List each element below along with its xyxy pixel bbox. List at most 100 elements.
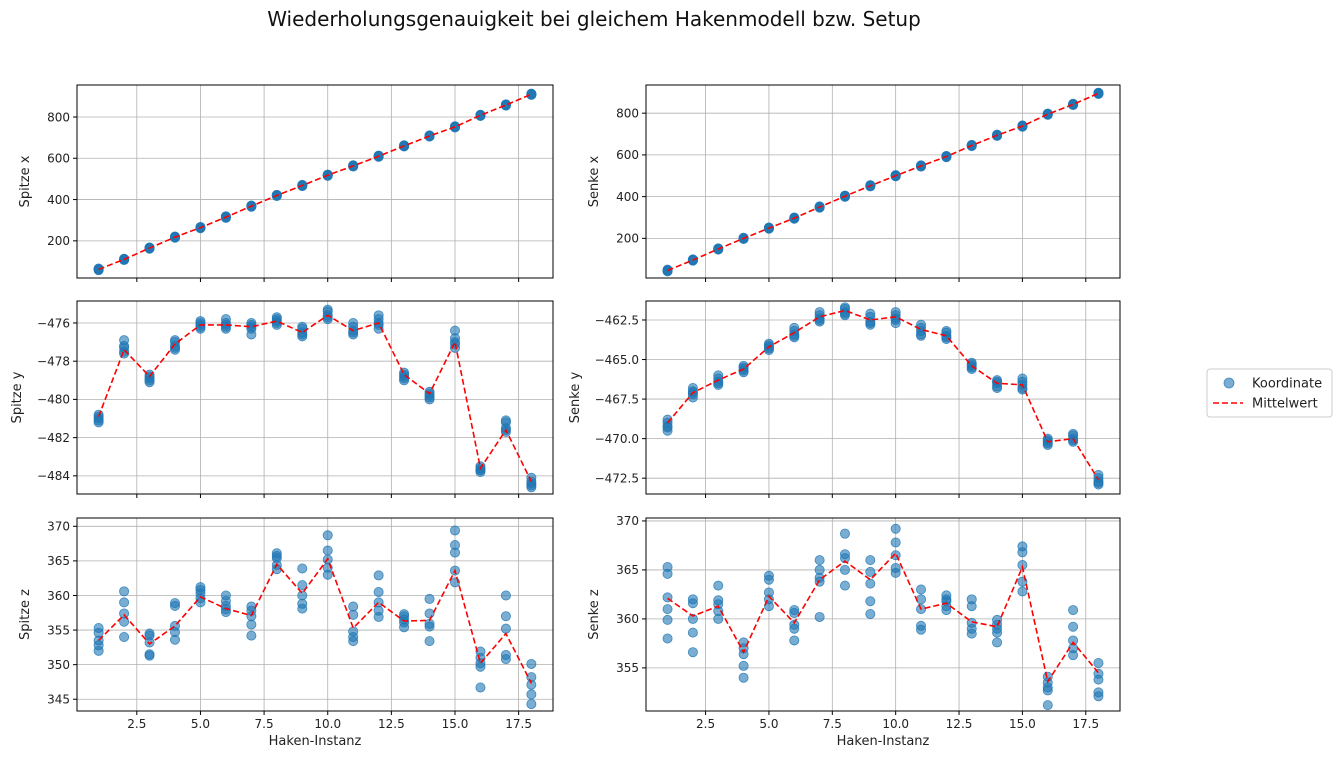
y-tick-label: 800	[47, 110, 70, 124]
subplot-senke-y: −472.5 −470.0 −467.5 −465.0 −462.5 Senke y	[568, 300, 1121, 498]
scatter-point	[119, 608, 130, 619]
scatter-point	[246, 630, 257, 641]
x-tick-label: 2.5	[127, 717, 146, 731]
axes-frame	[76, 300, 554, 495]
scatter-point	[814, 564, 825, 575]
y-tick-label: −478	[37, 354, 70, 368]
scatter-point	[865, 318, 876, 329]
scatter-point	[1093, 687, 1104, 698]
scatter-point	[475, 465, 486, 476]
scatter-point	[119, 631, 130, 642]
y-axis-label: Spitze z	[18, 589, 33, 640]
y-tick-label: 370	[47, 520, 70, 534]
x-axis-label: Haken-Instanz	[269, 734, 362, 749]
x-tick-label: 5.0	[191, 717, 210, 731]
scatter-point	[322, 530, 333, 541]
scatter-point	[119, 335, 130, 346]
x-tick-label: 10.0	[882, 717, 909, 731]
scatter-point	[169, 342, 180, 353]
x-tick-label: 12.5	[378, 717, 405, 731]
scatter-point	[220, 321, 231, 332]
scatter-point	[449, 539, 460, 550]
scatter-point	[916, 594, 927, 605]
scatter-point	[916, 584, 927, 595]
axes-frame	[76, 84, 554, 279]
scatter-point	[865, 596, 876, 607]
scatter-point	[941, 590, 952, 601]
x-tick-label: 5.0	[759, 717, 778, 731]
scatter-point	[500, 415, 511, 426]
scatter-point	[1042, 700, 1053, 711]
scatter-point	[399, 609, 410, 620]
scatter-point	[500, 623, 511, 634]
y-tick-label: 600	[47, 152, 70, 166]
y-axis-label: Senke x	[587, 156, 602, 208]
y-tick-label: 355	[47, 623, 70, 637]
legend-frame	[1206, 368, 1333, 418]
scatter-point	[992, 637, 1003, 648]
scatter-point	[966, 362, 977, 373]
figure-title: Wiederholungsgenauigkeit bei gleichem Ha…	[267, 7, 921, 31]
scatter-point	[966, 594, 977, 605]
scatter-point	[865, 555, 876, 566]
y-tick-label: −484	[37, 469, 70, 483]
scatter-point	[687, 647, 698, 658]
scatter-point	[1017, 383, 1028, 394]
scatter-point	[738, 672, 749, 683]
scatter-point	[890, 537, 901, 548]
axes-frame	[645, 517, 1121, 712]
y-tick-label: −476	[37, 316, 70, 330]
scatter-point	[424, 608, 435, 619]
legend: Koordinate Mittelwert	[1206, 368, 1333, 418]
subplot-spitze-y: −484 −482 −480 −478 −476 Spitze y	[10, 300, 554, 498]
y-axis-label: Spitze x	[18, 155, 33, 207]
scatter-point	[839, 549, 850, 560]
y-tick-label: 400	[616, 190, 639, 204]
scatter-point	[1068, 435, 1079, 446]
scatter-point	[1093, 657, 1104, 668]
scatter-point	[992, 614, 1003, 625]
scatter-point	[1068, 635, 1079, 646]
scatter-point	[526, 480, 537, 491]
axes-frame	[645, 300, 1121, 495]
mean-line	[97, 314, 533, 482]
y-tick-label: 365	[47, 554, 70, 568]
y-tick-label: −462.5	[595, 313, 639, 327]
scatter-point	[763, 343, 774, 354]
subplot-spitze-x: 200 400 600 800 Spitze x	[18, 84, 554, 282]
scatter-point	[662, 420, 673, 431]
scatter-point	[93, 415, 104, 426]
y-axis-label: Senke y	[568, 372, 583, 424]
scatter-point	[144, 649, 155, 660]
mean-line	[98, 557, 533, 684]
scatter-point	[789, 619, 800, 630]
scatter-point	[373, 587, 384, 598]
scatter-point	[916, 329, 927, 340]
scatter-point	[144, 377, 155, 388]
scatter-point	[865, 609, 876, 620]
scatter-point	[297, 590, 308, 601]
scatter-point	[662, 604, 673, 615]
scatter-point	[322, 545, 333, 556]
x-tick-label: 7.5	[823, 717, 842, 731]
scatter-point	[348, 626, 359, 637]
scatter-point	[169, 598, 180, 609]
y-tick-label: 350	[47, 658, 70, 672]
scatter-point	[399, 373, 410, 384]
mean-line	[667, 92, 1099, 272]
scatter-point	[687, 613, 698, 624]
scatter-point	[1017, 541, 1028, 552]
scatter-point	[424, 593, 435, 604]
scatter-point	[1017, 373, 1028, 384]
y-tick-label: −465.0	[595, 353, 639, 367]
mean-line	[667, 551, 1100, 684]
y-tick-label: 600	[616, 148, 639, 162]
scatter-point	[526, 672, 537, 683]
legend-scatter-marker	[1223, 377, 1235, 389]
scatter-point	[322, 312, 333, 323]
x-tick-label: 7.5	[255, 717, 274, 731]
x-tick-label: 2.5	[696, 717, 715, 731]
y-tick-label: 365	[616, 563, 639, 577]
scatter-point	[1068, 621, 1079, 632]
